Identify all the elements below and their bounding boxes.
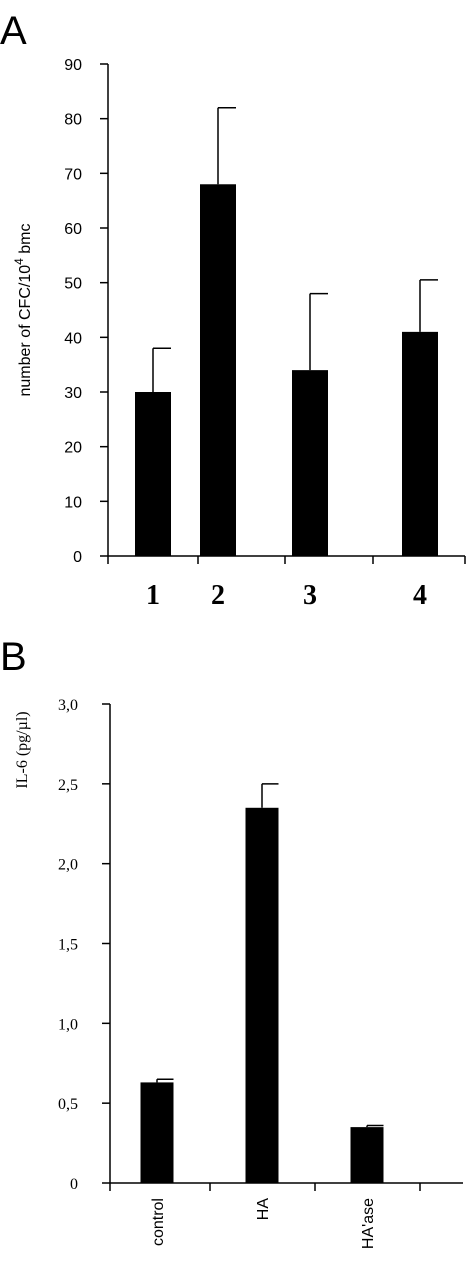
- panel-b-y-tick-label: 0,5: [58, 1096, 78, 1113]
- panel-b-x-ticks: control HA HA'ase: [109, 1183, 421, 1249]
- panel-b-bar: [245, 807, 279, 1183]
- panel-a-x-ticks: 1 2 3 4: [107, 556, 466, 611]
- panel-b-error-bar: [261, 783, 279, 808]
- panel-a-y-tick-label: 90: [64, 57, 82, 74]
- panel-a-error-bars: [152, 106, 438, 392]
- panel-b: B IL-6 (pg/µl) 0 0,5 1,0 1,5 2,0 2,5 3,0 contr…: [0, 635, 463, 1249]
- panel-a-y-axis-label: number of CFC/104 bmc: [12, 224, 34, 397]
- panel-a-bars: [135, 184, 438, 556]
- panel-a-y-tick-label: 30: [64, 385, 82, 402]
- panel-b-y-tick-label: 3,0: [58, 697, 78, 714]
- panel-a-error-bar: [217, 106, 236, 185]
- panel-b-y-tick-label: 1,5: [58, 937, 78, 954]
- panel-a-error-bar: [419, 279, 438, 332]
- panel-a-category-label: 3: [303, 580, 317, 611]
- panel-b-error-bars: [156, 783, 384, 1128]
- panel-b-bars: [140, 807, 384, 1183]
- panel-b-category-label: HA'ase: [360, 1198, 377, 1249]
- panel-a-y-tick-label: 60: [64, 221, 82, 238]
- panel-a-category-label: 1: [146, 580, 160, 611]
- panel-a-y-tick-label: 40: [64, 330, 82, 347]
- panel-b-error-bar: [366, 1124, 384, 1128]
- panel-a-y-tick-label: 70: [64, 166, 82, 183]
- panel-a-y-tick-label: 20: [64, 440, 82, 457]
- panel-b-y-tick-label: 2,5: [58, 777, 78, 794]
- panel-b-category-label: HA: [255, 1198, 272, 1221]
- panel-b-y-tick-label: 1,0: [58, 1016, 78, 1033]
- panel-b-y-axis-label: IL-6 (pg/µl): [14, 711, 31, 788]
- panel-a-letter: A: [0, 9, 27, 53]
- panel-b-y-tick-label: 2,0: [58, 857, 78, 874]
- panel-a-error-bar: [152, 347, 171, 392]
- panel-b-bar: [140, 1082, 174, 1183]
- panel-a-category-label: 2: [211, 580, 225, 611]
- panel-a-y-tick-label: 50: [64, 276, 82, 293]
- panel-b-error-bar: [156, 1078, 174, 1083]
- panel-a-bar: [200, 184, 236, 556]
- panel-a-bar: [135, 392, 171, 556]
- panel-a-y-tick-label: 80: [64, 112, 82, 129]
- panel-b-y-ticks: 0 0,5 1,0 1,5 2,0 2,5 3,0: [58, 697, 110, 1193]
- panel-a-bar: [292, 370, 328, 556]
- panel-b-category-label: control: [150, 1198, 167, 1246]
- panel-a-error-bar: [309, 292, 328, 371]
- panel-b-y-tick-label: 0: [70, 1176, 78, 1193]
- panel-a-category-label: 4: [413, 580, 427, 611]
- panel-a-bar: [402, 331, 438, 556]
- panel-a: A number of CFC/104 bmc 0 10 20 30 40 50 60 70 8…: [0, 9, 466, 611]
- panel-b-bar: [350, 1127, 384, 1183]
- panel-a-y-ticks: 0 10 20 30 40 50 60 70 80 90: [64, 57, 108, 566]
- panel-a-y-tick-label: 0: [73, 549, 82, 566]
- panel-b-letter: B: [0, 635, 27, 679]
- panel-a-y-tick-label: 10: [64, 494, 82, 511]
